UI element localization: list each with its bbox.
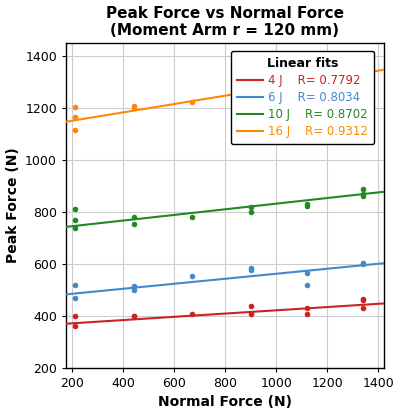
Point bbox=[304, 202, 310, 209]
Point bbox=[360, 190, 366, 197]
Point bbox=[360, 186, 366, 192]
Y-axis label: Peak Force (N): Peak Force (N) bbox=[6, 148, 20, 264]
Point bbox=[304, 201, 310, 208]
Legend: 4 J    R= 0.7792, 6 J    R= 0.8034, 10 J    R= 0.8702, 16 J    R= 0.9312: 4 J R= 0.7792, 6 J R= 0.8034, 10 J R= 0.… bbox=[231, 51, 374, 144]
Point bbox=[360, 261, 366, 267]
Point bbox=[72, 206, 78, 213]
Point bbox=[72, 281, 78, 288]
Point bbox=[130, 214, 137, 221]
Title: Peak Force vs Normal Force
(Moment Arm r = 120 mm): Peak Force vs Normal Force (Moment Arm r… bbox=[106, 5, 344, 38]
Point bbox=[72, 294, 78, 301]
Point bbox=[304, 304, 310, 311]
Point bbox=[248, 267, 254, 274]
Point bbox=[304, 281, 310, 288]
Point bbox=[360, 73, 366, 79]
Point bbox=[248, 311, 254, 317]
Point bbox=[72, 104, 78, 110]
X-axis label: Normal Force (N): Normal Force (N) bbox=[158, 395, 292, 410]
Point bbox=[248, 85, 254, 92]
Point bbox=[189, 214, 196, 221]
Point bbox=[72, 217, 78, 223]
Point bbox=[248, 265, 254, 271]
Point bbox=[304, 89, 310, 96]
Point bbox=[72, 127, 78, 134]
Point bbox=[360, 297, 366, 304]
Point bbox=[130, 313, 137, 320]
Point bbox=[248, 203, 254, 210]
Point bbox=[248, 303, 254, 310]
Point bbox=[304, 310, 310, 317]
Point bbox=[189, 311, 196, 318]
Point bbox=[72, 114, 78, 121]
Point bbox=[360, 71, 366, 78]
Point bbox=[72, 312, 78, 319]
Point bbox=[360, 70, 366, 76]
Point bbox=[72, 323, 78, 330]
Point bbox=[360, 259, 366, 266]
Point bbox=[72, 225, 78, 231]
Point bbox=[248, 209, 254, 215]
Point bbox=[130, 283, 137, 289]
Point bbox=[304, 270, 310, 276]
Point bbox=[248, 92, 254, 98]
Point bbox=[360, 193, 366, 200]
Point bbox=[360, 296, 366, 303]
Point bbox=[360, 305, 366, 312]
Point bbox=[189, 98, 196, 105]
Point bbox=[130, 220, 137, 227]
Point bbox=[130, 102, 137, 109]
Point bbox=[130, 312, 137, 319]
Point bbox=[304, 75, 310, 82]
Point bbox=[130, 287, 137, 293]
Point bbox=[130, 105, 137, 112]
Point bbox=[189, 272, 196, 279]
